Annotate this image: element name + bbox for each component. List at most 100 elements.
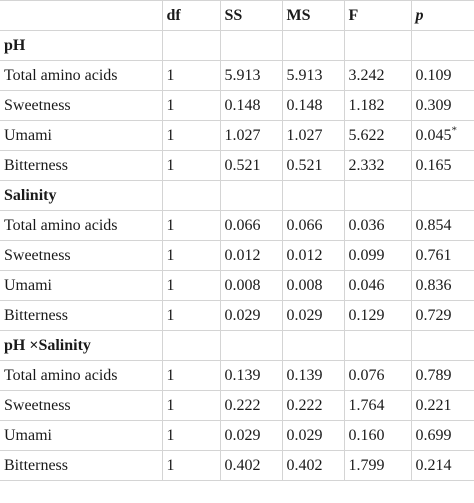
group-empty-cell <box>410 330 474 361</box>
group-empty-cell <box>281 330 345 361</box>
anova-table: df SS MS F p pH Total amino acids 1 5.913 5.… <box>0 0 474 481</box>
cell-ms: 0.008 <box>281 270 345 301</box>
group-empty-cell <box>281 180 345 211</box>
table-row: Bitterness 1 0.029 0.029 0.129 0.729 <box>0 300 474 331</box>
cell-p-text: 0.109 <box>415 66 452 84</box>
cell-ms: 0.029 <box>281 420 345 451</box>
row-label-text: Total amino acids <box>4 366 118 384</box>
cell-ms-text: 5.913 <box>286 66 323 84</box>
group-empty-cell <box>161 180 221 211</box>
group-empty-cell <box>219 330 283 361</box>
cell-f-text: 1.182 <box>348 96 385 114</box>
group-empty-cell <box>281 30 345 61</box>
cell-p-text: 0.699 <box>415 426 452 444</box>
row-label-text: Total amino acids <box>4 216 118 234</box>
cell-p: 0.789 <box>410 360 474 391</box>
cell-p: 0.109 <box>410 60 474 91</box>
table-row: Sweetness 1 0.012 0.012 0.099 0.761 <box>0 240 474 271</box>
cell-ms-text: 0.012 <box>286 246 323 264</box>
cell-f: 1.799 <box>343 450 412 481</box>
cell-p: 0.221 <box>410 390 474 421</box>
row-label: Bitterness <box>0 150 163 181</box>
table-row: Bitterness 1 0.521 0.521 2.332 0.165 <box>0 150 474 181</box>
table-row: Sweetness 1 0.148 0.148 1.182 0.309 <box>0 90 474 121</box>
cell-df: 1 <box>161 420 221 451</box>
cell-df-text: 1 <box>166 426 175 444</box>
cell-p: 0.836 <box>410 270 474 301</box>
cell-df: 1 <box>161 150 221 181</box>
cell-ss-text: 0.402 <box>224 456 261 474</box>
group-empty-cell <box>410 30 474 61</box>
cell-p-text: 0.221 <box>415 396 452 414</box>
cell-p-text: 0.165 <box>415 156 452 174</box>
cell-f: 0.160 <box>343 420 412 451</box>
cell-df-text: 1 <box>166 66 175 84</box>
group-empty-cell <box>219 180 283 211</box>
row-label-text: Umami <box>4 126 52 144</box>
cell-f: 5.622 <box>343 120 412 151</box>
cell-ss: 1.027 <box>219 120 283 151</box>
cell-df-text: 1 <box>166 246 175 264</box>
cell-ss-text: 0.029 <box>224 426 261 444</box>
cell-ms-text: 0.521 <box>286 156 323 174</box>
cell-ss-text: 0.521 <box>224 156 261 174</box>
cell-f: 0.099 <box>343 240 412 271</box>
cell-df-text: 1 <box>166 96 175 114</box>
cell-ms-text: 0.008 <box>286 276 323 294</box>
cell-df: 1 <box>161 270 221 301</box>
group-title: pH ×Salinity <box>0 330 163 361</box>
cell-ss-text: 0.066 <box>224 216 261 234</box>
cell-ss-text: 0.222 <box>224 396 261 414</box>
cell-df: 1 <box>161 300 221 331</box>
cell-df-text: 1 <box>166 456 175 474</box>
group-empty-cell <box>343 180 412 211</box>
row-label: Total amino acids <box>0 60 163 91</box>
cell-f-text: 0.036 <box>348 216 385 234</box>
cell-ms-text: 0.139 <box>286 366 323 384</box>
table-row: Umami 1 1.027 1.027 5.622 0.045* <box>0 120 474 151</box>
cell-ss: 0.066 <box>219 210 283 241</box>
row-label: Bitterness <box>0 450 163 481</box>
cell-f-text: 0.046 <box>348 276 385 294</box>
row-label-text: Sweetness <box>4 96 71 114</box>
cell-f: 0.129 <box>343 300 412 331</box>
cell-p-text: 0.836 <box>415 276 452 294</box>
cell-ss-text: 0.029 <box>224 306 261 324</box>
cell-ss: 0.029 <box>219 420 283 451</box>
cell-ms-text: 0.066 <box>286 216 323 234</box>
cell-ms: 0.222 <box>281 390 345 421</box>
group-empty-cell <box>410 180 474 211</box>
group-empty-cell <box>161 330 221 361</box>
cell-ss: 0.521 <box>219 150 283 181</box>
table-row: Bitterness 1 0.402 0.402 1.799 0.214 <box>0 450 474 481</box>
cell-df-text: 1 <box>166 306 175 324</box>
table-header-row: df SS MS F p <box>0 0 474 31</box>
cell-ss-text: 0.008 <box>224 276 261 294</box>
group-title: Salinity <box>0 180 163 211</box>
header-ms: MS <box>281 0 345 31</box>
cell-f: 0.076 <box>343 360 412 391</box>
cell-p: 0.214 <box>410 450 474 481</box>
cell-f-text: 3.242 <box>348 66 385 84</box>
table-row: Total amino acids 1 0.066 0.066 0.036 0.854 <box>0 210 474 241</box>
header-df: df <box>161 0 221 31</box>
cell-p-text: 0.761 <box>415 246 452 264</box>
cell-ss: 0.222 <box>219 390 283 421</box>
cell-p-text: 0.729 <box>415 306 452 324</box>
cell-df: 1 <box>161 120 221 151</box>
cell-ss: 0.012 <box>219 240 283 271</box>
row-label-text: Bitterness <box>4 456 68 474</box>
cell-ss: 0.402 <box>219 450 283 481</box>
row-label-text: Bitterness <box>4 306 68 324</box>
cell-f-text: 0.099 <box>348 246 385 264</box>
cell-ms: 0.029 <box>281 300 345 331</box>
row-label: Umami <box>0 120 163 151</box>
cell-ms-text: 0.402 <box>286 456 323 474</box>
cell-ss-text: 0.012 <box>224 246 261 264</box>
cell-ss-text: 0.139 <box>224 366 261 384</box>
cell-ms-text: 1.027 <box>286 126 323 144</box>
cell-f: 0.046 <box>343 270 412 301</box>
cell-ms: 1.027 <box>281 120 345 151</box>
cell-p: 0.729 <box>410 300 474 331</box>
row-label: Umami <box>0 270 163 301</box>
